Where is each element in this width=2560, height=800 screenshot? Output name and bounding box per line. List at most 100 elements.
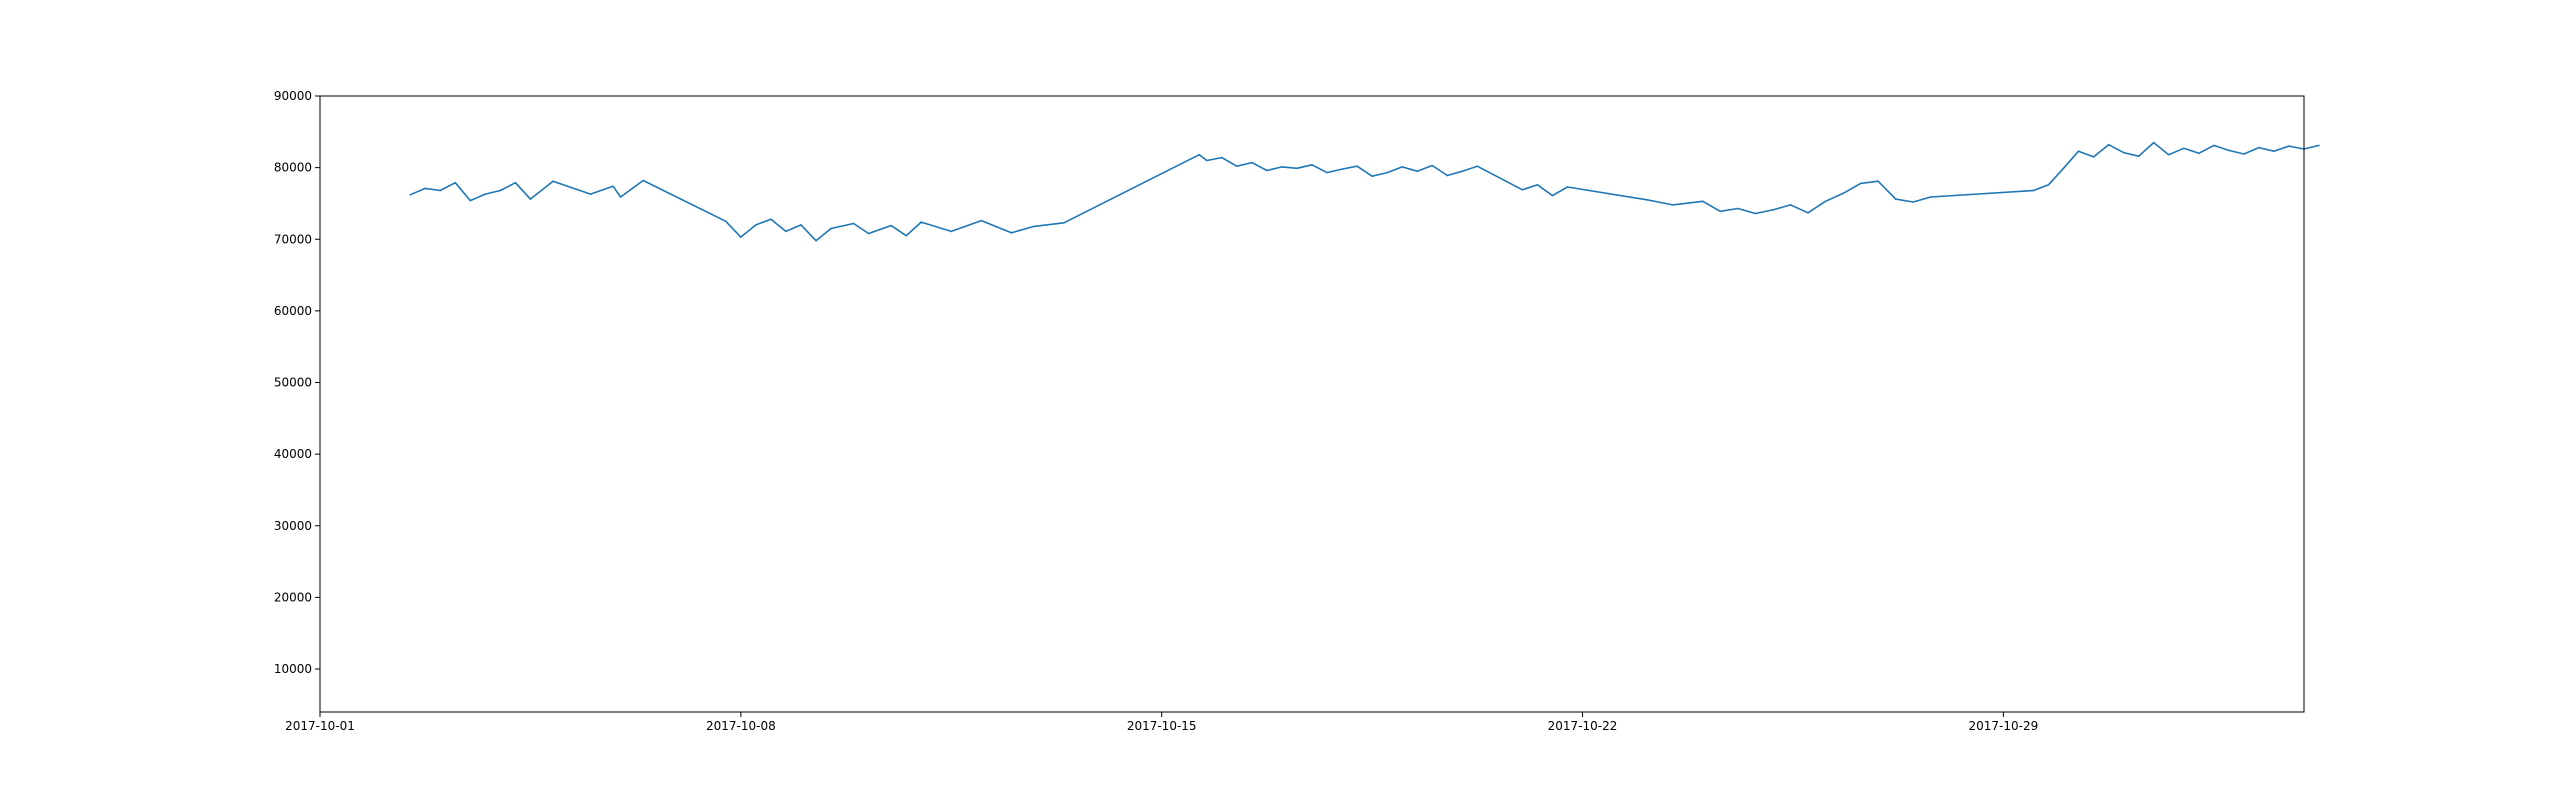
data-point — [2258, 146, 2260, 149]
data-point — [619, 196, 622, 198]
data-point — [552, 180, 554, 182]
data-point — [800, 224, 802, 226]
data-point — [1894, 198, 1897, 200]
x-axis: 2017-10-01 2017-10-08 2017-10-15 2017-10-22… — [285, 712, 2038, 733]
data-point — [1551, 194, 1554, 197]
data-point — [589, 193, 592, 195]
y-axis: 10000 20000 30000 40000 50000 60000 70000 80000… — [274, 89, 320, 676]
data-point — [2183, 147, 2185, 150]
data-point — [1772, 209, 1774, 211]
data-point — [2288, 145, 2290, 147]
data-point — [2243, 153, 2245, 155]
data-point — [867, 232, 870, 235]
y-tick-label: 10000 — [274, 662, 312, 676]
data-point — [1737, 207, 1739, 210]
data-point — [1341, 168, 1343, 170]
y-tick-label: 50000 — [274, 376, 312, 390]
series-line-0 — [409, 141, 2320, 242]
data-point — [830, 227, 832, 230]
data-point — [2077, 150, 2080, 152]
data-point — [1461, 170, 1464, 172]
data-point — [1824, 200, 1827, 203]
data-point — [612, 185, 614, 188]
y-tick-label: 80000 — [274, 161, 312, 175]
data-point — [1789, 204, 1792, 206]
data-point — [1702, 200, 1704, 203]
data-point — [852, 222, 855, 225]
data-point — [1842, 192, 1844, 195]
data-point — [1521, 189, 1524, 191]
data-point — [905, 234, 907, 237]
data-point — [1311, 164, 1313, 166]
x-tick-label: 2017-10-08 — [706, 719, 776, 733]
data-point — [2152, 141, 2155, 144]
y-tick-label: 20000 — [274, 590, 312, 604]
x-tick-label: 2017-10-15 — [1127, 719, 1197, 733]
y-tick-label: 60000 — [274, 304, 312, 318]
y-tick-label: 30000 — [274, 519, 312, 533]
data-point — [1198, 153, 1201, 156]
data-point — [725, 220, 727, 223]
data-point — [1063, 222, 1065, 224]
data-point — [1476, 165, 1479, 167]
data-point — [469, 199, 472, 202]
data-point — [2032, 189, 2035, 192]
data-point — [1416, 170, 1418, 172]
data-point — [1371, 175, 1373, 177]
data-point — [2107, 143, 2110, 146]
data-point — [424, 187, 427, 190]
y-tick-label: 90000 — [274, 89, 312, 103]
data-point — [1296, 167, 1298, 170]
data-point — [642, 179, 644, 182]
data-point — [1326, 171, 1328, 174]
data-point — [2228, 149, 2230, 152]
data-point — [1719, 210, 1722, 213]
data-point — [1536, 184, 1539, 186]
data-point — [2167, 153, 2170, 156]
data-point — [980, 219, 983, 222]
plot-frame — [319, 95, 2305, 713]
data-point — [529, 198, 532, 200]
y-tick-label: 70000 — [274, 232, 312, 246]
data-point — [740, 236, 742, 238]
data-point — [1281, 166, 1283, 168]
data-point — [1033, 225, 1035, 228]
data-point — [2062, 167, 2065, 170]
data-point — [755, 224, 757, 226]
data-point — [2198, 152, 2200, 155]
data-point — [2137, 155, 2140, 157]
data-point — [2273, 150, 2275, 152]
y-tick-label: 40000 — [274, 447, 312, 461]
x-tick-label: 2017-10-29 — [1969, 719, 2039, 733]
data-point — [1206, 159, 1208, 162]
data-point — [1646, 199, 1649, 201]
data-point — [2122, 151, 2125, 154]
data-point — [1754, 212, 1757, 215]
data-point — [920, 221, 922, 223]
data-point — [454, 181, 457, 184]
data-point — [1807, 212, 1809, 214]
data-point — [1929, 196, 1932, 198]
data-point — [1401, 166, 1403, 168]
data-point — [2318, 144, 2320, 147]
data-point — [1356, 165, 1358, 167]
data-point — [1859, 182, 1862, 185]
data-point — [2213, 144, 2215, 147]
data-point — [499, 189, 502, 192]
data-point — [1431, 164, 1433, 167]
data-point — [770, 218, 772, 220]
data-point — [439, 189, 442, 192]
data-point — [815, 239, 817, 242]
data-point — [1446, 174, 1449, 177]
data-point — [484, 193, 487, 195]
data-point — [1912, 201, 1914, 203]
data-point — [1010, 232, 1013, 234]
x-tick-label: 2017-10-22 — [1548, 719, 1618, 733]
series-layer — [409, 141, 2320, 242]
data-point — [409, 194, 412, 196]
data-point — [2092, 156, 2095, 158]
data-point — [1671, 204, 1674, 206]
data-point — [1386, 171, 1388, 174]
